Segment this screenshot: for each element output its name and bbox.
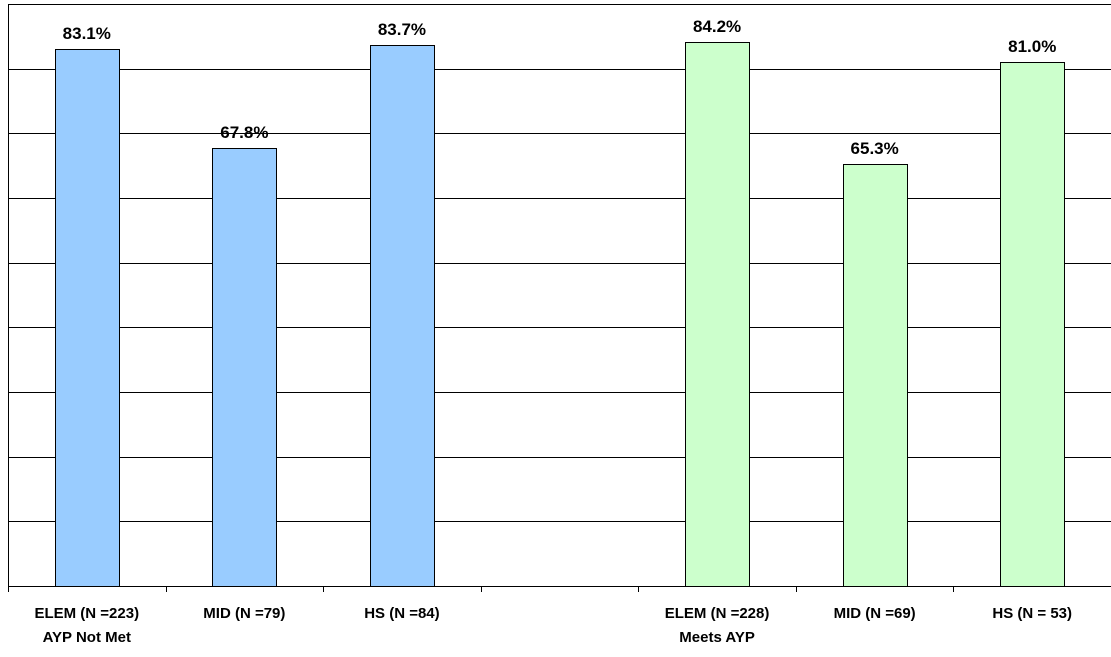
- bar: [370, 45, 435, 587]
- bar: [212, 148, 277, 587]
- group-label: AYP Not Met: [43, 629, 131, 646]
- data-label: 83.7%: [378, 20, 426, 39]
- bar: [843, 164, 908, 587]
- x-tick-label: MID (N =79): [203, 605, 285, 622]
- group-label: Meets AYP: [679, 629, 755, 646]
- x-axis: ELEM (N =223) AYP Not Met MID (N =79) HS (N…: [8, 4, 1111, 646]
- x-tick-label: ELEM (N =228): [665, 605, 770, 622]
- gridlines: [8, 4, 1111, 522]
- data-label: 83.1%: [63, 24, 111, 43]
- bar: [685, 42, 750, 587]
- x-tick-label: HS (N =84): [364, 605, 439, 622]
- x-tick-label: ELEM (N =223): [34, 605, 139, 622]
- data-label: 65.3%: [851, 139, 899, 158]
- data-labels: 83.1% 67.8% 83.7% 84.2% 65.3% 81.0%: [63, 17, 1057, 158]
- bar: [55, 49, 120, 587]
- data-label: 84.2%: [693, 17, 741, 36]
- x-tick-label: HS (N = 53): [992, 605, 1072, 622]
- bars: [55, 42, 1065, 587]
- data-label: 67.8%: [220, 123, 268, 142]
- x-tick-label: MID (N =69): [834, 605, 916, 622]
- bar: [1000, 62, 1065, 587]
- data-label: 81.0%: [1008, 37, 1056, 56]
